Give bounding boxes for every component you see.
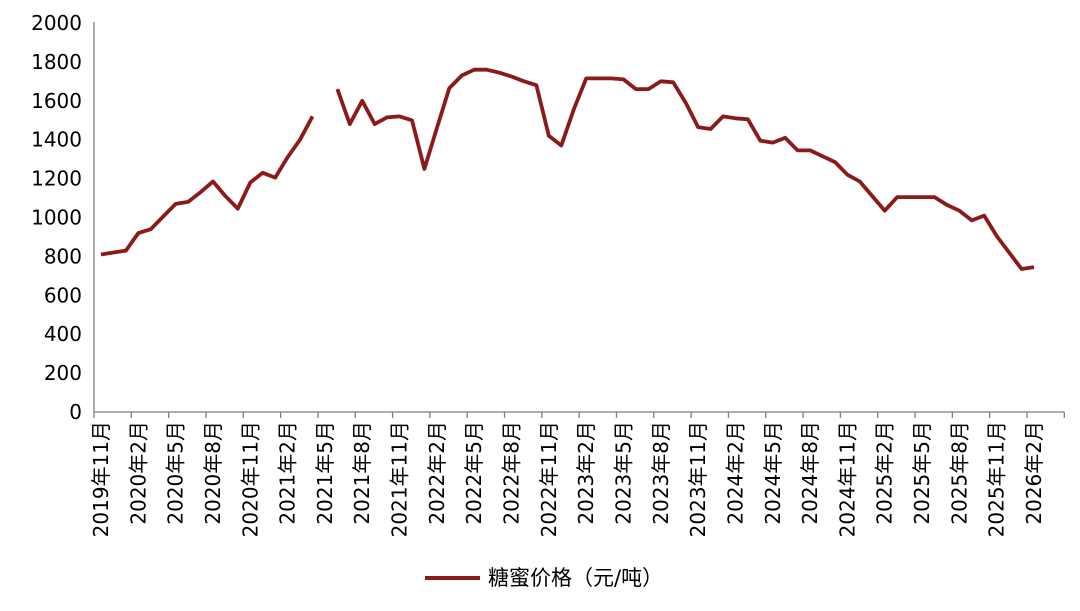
y-axis-tick-label: 200 [44, 361, 82, 385]
legend: 糖蜜价格（元/吨） [425, 566, 663, 590]
x-axis-tick-label: 2021年2月 [276, 421, 300, 525]
x-axis-tick-label: 2022年11月 [537, 421, 561, 537]
x-axis-tick-label: 2025年11月 [985, 421, 1009, 537]
y-axis-tick-label: 2000 [31, 11, 82, 35]
legend-label: 糖蜜价格（元/吨） [488, 566, 663, 590]
x-axis-tick-label: 2023年5月 [611, 421, 635, 525]
x-axis-tick-label: 2025年5月 [910, 421, 934, 525]
x-axis-tick-label: 2024年8月 [798, 421, 822, 525]
x-axis-tick-label: 2023年8月 [649, 421, 673, 525]
y-axis-tick-label: 1600 [31, 89, 82, 113]
x-axis-tick-label: 2026年2月 [1022, 421, 1046, 525]
x-axis-tick-label: 2021年8月 [350, 421, 374, 525]
x-axis-tick-label: 2024年11月 [835, 421, 859, 537]
y-axis-tick-label: 600 [44, 283, 82, 307]
x-axis-tick-label: 2023年2月 [574, 421, 598, 525]
y-axis-tick-label: 1400 [31, 128, 82, 152]
y-axis-tick-label: 1800 [31, 50, 82, 74]
x-axis-tick-label: 2022年5月 [462, 421, 486, 525]
x-axis-tick-label: 2020年11月 [238, 421, 262, 537]
x-axis-tick-label: 2020年5月 [164, 421, 188, 525]
y-axis-tick-label: 0 [69, 400, 82, 424]
x-axis-tick-label: 2025年8月 [947, 421, 971, 525]
x-axis-tick-label: 2023年11月 [686, 421, 710, 537]
x-axis-tick-label: 2024年2月 [723, 421, 747, 525]
x-axis-tick-label: 2021年5月 [313, 421, 337, 525]
x-axis-tick-label: 2020年8月 [201, 421, 225, 525]
y-axis-tick-label: 1200 [31, 167, 82, 191]
x-axis-tick-label: 2022年2月 [425, 421, 449, 525]
x-axis-tick-label: 2019年11月 [89, 421, 113, 537]
x-axis-tick-label: 2025年2月 [873, 421, 897, 525]
x-axis-tick-label: 2024年5月 [761, 421, 785, 525]
y-axis-tick-label: 400 [44, 322, 82, 346]
y-axis-tick-label: 800 [44, 244, 82, 268]
price-line-series [100, 115, 315, 257]
x-axis-tick-label: 2020年2月 [126, 421, 150, 525]
y-axis-tick-label: 1000 [31, 206, 82, 230]
price-line-series [335, 67, 1035, 271]
axis-labels: 0 200 400 600 800 1000 1200 1400 1600 1800 2000 201… [31, 11, 1046, 537]
x-axis-tick-label: 2021年11月 [388, 421, 412, 537]
x-axis-tick-label: 2022年8月 [500, 421, 524, 525]
axes [93, 22, 1065, 418]
series [100, 67, 1035, 271]
